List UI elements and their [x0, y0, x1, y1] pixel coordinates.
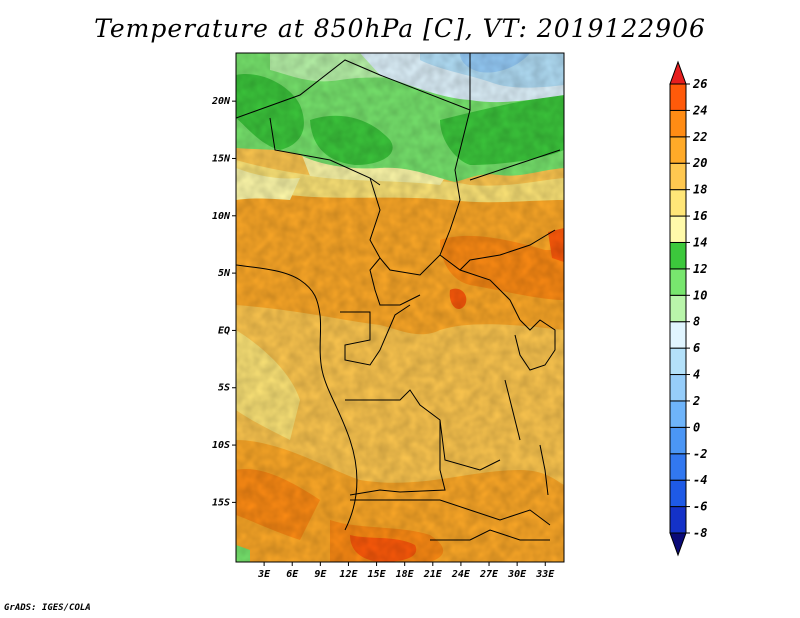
longitude-axis: 3E 6E 9E 12E 15E 18E 21E 24E 27E 30E 33E	[257, 562, 555, 580]
lat-tick-label: EQ	[218, 325, 230, 336]
border-sahel-1	[269, 117, 381, 186]
lon-tick-label: 12E	[339, 569, 358, 580]
colorbar-label: 22	[692, 130, 707, 144]
colorbar-label: -6	[693, 500, 707, 514]
colorbar-bin	[669, 136, 687, 164]
colorbar-label: 16	[693, 209, 707, 223]
colorbar-bin	[669, 321, 687, 349]
grads-credit: GrADS: IGES/COLA	[4, 603, 91, 613]
colorbar-bin	[669, 215, 687, 243]
border-gabon-congo	[340, 304, 411, 366]
colorbar-bin-min	[669, 532, 687, 557]
temperature-field	[236, 53, 564, 562]
lat-tick-label: 20N	[211, 96, 231, 107]
lon-tick-label: 9E	[314, 569, 327, 580]
colorbar-bin	[669, 453, 687, 481]
plot-title: Temperature at 850hPa [C], VT: 201912290…	[94, 14, 706, 43]
field-texture	[236, 53, 564, 562]
lon-tick-label: 21E	[423, 569, 443, 580]
colorbar-bin	[669, 83, 687, 111]
colorbar-bin	[669, 374, 687, 402]
colorbar-label: 10	[693, 288, 707, 302]
colorbar-bin	[669, 294, 687, 323]
colorbar-bin	[669, 109, 687, 138]
border-angola-zambia	[349, 420, 446, 496]
colorbar-label: 18	[693, 183, 707, 197]
colorbar-bin	[669, 162, 687, 191]
colorbar-bin	[669, 268, 687, 296]
map-frame	[235, 52, 565, 563]
lon-tick-label: 30E	[507, 569, 527, 580]
colorbar-bin-max	[669, 60, 687, 85]
lon-tick-label: 6E	[286, 569, 299, 580]
border-sudan	[469, 149, 561, 181]
colorbar-bin	[669, 426, 687, 455]
colorbar-bin	[669, 479, 687, 508]
colorbar-bin	[669, 347, 687, 376]
lake-tanganyika	[504, 379, 521, 441]
colorbar-label: 24	[692, 103, 707, 117]
lon-tick-label: 15E	[368, 569, 387, 580]
border-namibia	[350, 499, 551, 526]
country-borders	[236, 53, 561, 541]
lon-tick-label: 3E	[257, 569, 271, 580]
border-car	[439, 254, 521, 321]
border-sahara	[236, 53, 471, 119]
colorbar-label: -8	[693, 526, 707, 540]
colorbar-label: 12	[693, 262, 707, 276]
colorbar-bin	[669, 506, 687, 534]
colorbar-bin	[669, 189, 687, 217]
colorbar-label: 20	[692, 156, 707, 170]
lat-tick-label: 10S	[212, 440, 230, 451]
lon-tick-label: 27E	[479, 569, 499, 580]
border-botswana	[430, 529, 550, 541]
colorbar-label: -2	[693, 447, 707, 461]
colorbar-label: -4	[693, 473, 707, 487]
colorbar-bin	[669, 400, 687, 428]
lat-tick-label: 5N	[218, 268, 231, 279]
lat-tick-label: 5S	[218, 383, 230, 394]
colorbar-label: 4	[693, 368, 700, 382]
lat-tick-label: 15S	[212, 497, 230, 508]
border-south-sudan	[459, 229, 556, 271]
colorbar-label: 0	[693, 420, 700, 434]
colorbar-bin	[669, 241, 687, 270]
colorbar-label: 2	[692, 394, 700, 408]
lat-tick-label: 15N	[212, 153, 231, 164]
lat-tick-label: 10N	[212, 211, 231, 222]
border-angola-drc	[345, 389, 501, 471]
lon-tick-label: 24E	[451, 569, 471, 580]
colorbar-label: 26	[692, 77, 707, 91]
colorbar-label: 8	[693, 315, 700, 329]
border-cameroon	[369, 257, 421, 306]
latitude-axis: 20N 15N 10N 5N EQ 5S 10S 15S	[211, 96, 236, 508]
colorbar-label: 14	[693, 235, 707, 249]
lake-malawi	[539, 444, 549, 496]
lon-tick-label: 18E	[396, 569, 415, 580]
border-lake-victoria	[514, 319, 556, 371]
lon-tick-label: 33E	[535, 569, 555, 580]
colorbar-label: 6	[693, 341, 700, 355]
coastline-west	[236, 264, 358, 531]
border-chad	[369, 109, 471, 276]
